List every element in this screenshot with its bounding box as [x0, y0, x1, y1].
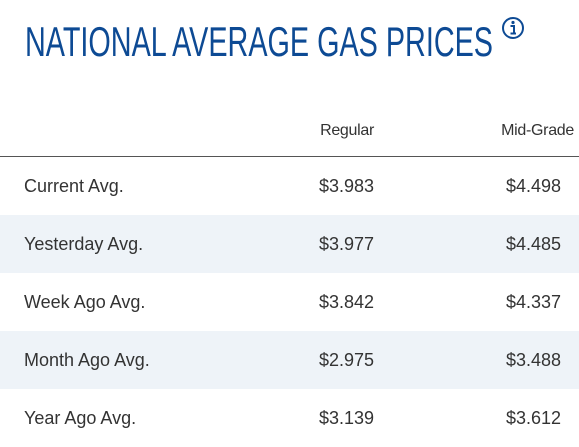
regular-price: $3.977 [318, 234, 374, 254]
header-rule [0, 156, 579, 157]
row-label: Current Avg. [24, 176, 124, 196]
table-row: Current Avg. $3.983 $4.498 [0, 157, 579, 215]
midgrade-price: $3.488 [505, 350, 561, 370]
midgrade-price: $4.485 [505, 234, 561, 254]
row-label: Yesterday Avg. [24, 234, 144, 254]
regular-price: $3.842 [318, 292, 374, 312]
column-header: Mid-Grade [501, 122, 574, 139]
table-row: Week Ago Avg. $3.842 $4.337 [0, 273, 579, 331]
info-icon[interactable] [502, 17, 524, 39]
table-row: Year Ago Avg. $3.139 $3.612 [0, 389, 579, 447]
regular-price: $3.139 [318, 408, 374, 428]
row-label: Week Ago Avg. [24, 292, 146, 312]
regular-price: $2.975 [318, 350, 374, 370]
title-area: NATIONAL AVERAGE GAS PRICES [25, 17, 524, 65]
page-title: NATIONAL AVERAGE GAS PRICES [25, 18, 493, 65]
table-row: Month Ago Avg. $2.975 $3.488 [0, 331, 579, 389]
midgrade-price: $4.498 [505, 176, 561, 196]
midgrade-price: $4.337 [505, 292, 561, 312]
midgrade-price: $3.612 [505, 408, 561, 428]
row-label: Year Ago Avg. [24, 408, 137, 428]
column-header: Regular [320, 122, 374, 139]
regular-price: $3.983 [318, 176, 374, 196]
table-row: Yesterday Avg. $3.977 $4.485 [0, 215, 579, 273]
row-label: Month Ago Avg. [24, 350, 150, 370]
